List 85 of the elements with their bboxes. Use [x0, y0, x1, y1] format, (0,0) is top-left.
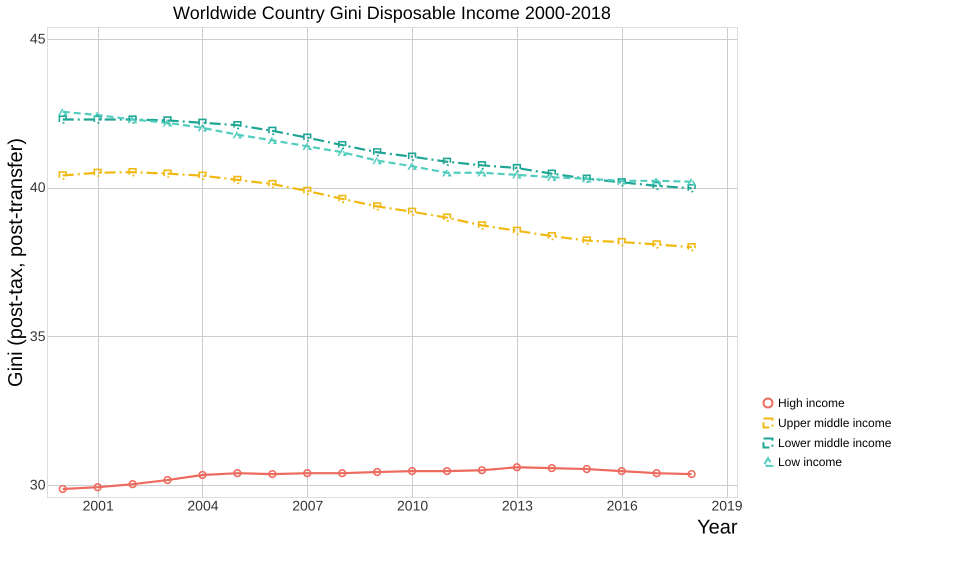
point: [94, 115, 102, 124]
point: [303, 134, 312, 142]
point: [163, 170, 172, 178]
x-tick-label: 2004: [187, 498, 219, 514]
point: [198, 470, 207, 480]
point: [478, 221, 486, 230]
x-tick-label: 2016: [606, 498, 638, 514]
point: [373, 468, 382, 476]
point: [652, 182, 661, 190]
point: [198, 118, 207, 127]
point: [198, 172, 207, 180]
y-tick-label: 40: [30, 179, 46, 196]
point: [233, 130, 242, 138]
point: [582, 464, 591, 474]
point: [548, 232, 556, 240]
point: [58, 171, 67, 180]
x-axis-title: Year: [697, 516, 738, 538]
point: [268, 136, 276, 144]
point: [94, 111, 102, 119]
point: [548, 170, 556, 178]
y-tick-label: 30: [30, 476, 46, 493]
point: [58, 108, 67, 116]
point: [233, 121, 242, 130]
point: [408, 152, 416, 161]
y-axis-title: Gini (post-tax, post-transfer): [4, 138, 27, 387]
point: [268, 126, 276, 135]
x-tick-label: 2013: [502, 498, 534, 514]
point: [268, 470, 276, 478]
point: [687, 184, 696, 192]
point: [163, 476, 172, 484]
point: [338, 194, 346, 204]
legend-label: Lower middle income: [778, 436, 892, 450]
x-tick-label: 2001: [82, 498, 114, 514]
point: [94, 168, 102, 177]
point: [233, 469, 242, 478]
point: [198, 124, 207, 132]
x-tick-label: 2019: [711, 498, 743, 514]
x-tick-label: 2010: [397, 498, 428, 514]
point: [652, 469, 661, 478]
point: [373, 202, 382, 211]
point: [303, 469, 312, 478]
point: [268, 180, 276, 188]
point: [687, 178, 696, 186]
point: [478, 466, 486, 474]
point: [512, 164, 522, 172]
x-tick-label: 2007: [292, 498, 324, 514]
point: [94, 483, 102, 492]
point: [373, 148, 382, 156]
point: [512, 463, 522, 472]
point: [408, 466, 416, 476]
point: [338, 469, 346, 478]
legend-label: Low income: [778, 455, 842, 469]
point: [618, 466, 626, 476]
point: [408, 208, 416, 216]
point: [687, 242, 696, 252]
point: [163, 119, 172, 126]
point: [478, 169, 486, 176]
point: [303, 142, 312, 150]
point: [512, 171, 522, 179]
y-tick-label: 45: [30, 30, 46, 46]
point: [442, 466, 452, 476]
point: [373, 156, 382, 164]
point: [548, 174, 556, 181]
point: [582, 236, 591, 245]
legend-label: Upper middle income: [778, 416, 892, 430]
point: [442, 158, 452, 166]
point: [233, 176, 242, 184]
point: [442, 169, 452, 176]
point: [338, 148, 346, 156]
point: [408, 162, 416, 170]
point: [303, 186, 312, 196]
chart-title: Worldwide Country Gini Disposable Income 2000-2018: [173, 3, 611, 23]
point: [652, 240, 661, 249]
point: [512, 226, 522, 235]
legend-label: High income: [778, 396, 846, 410]
point: [128, 168, 137, 176]
point: [618, 238, 626, 246]
point: [478, 161, 486, 170]
point: [58, 115, 67, 124]
y-tick-label: 35: [30, 328, 46, 344]
point: [442, 214, 452, 222]
point: [128, 480, 137, 488]
point: [652, 177, 661, 184]
point: [338, 140, 346, 150]
point: [548, 464, 556, 472]
